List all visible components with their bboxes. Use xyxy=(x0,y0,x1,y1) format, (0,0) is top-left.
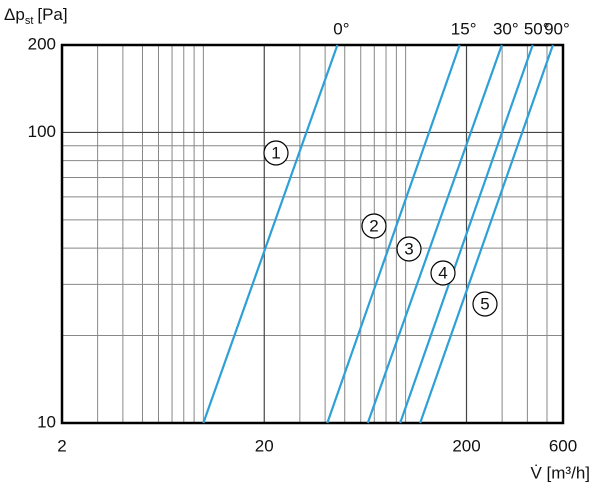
series-label: 3 xyxy=(404,239,413,258)
x-tick-label: 600 xyxy=(549,436,577,455)
series-name: 0° xyxy=(333,19,349,38)
series-line xyxy=(366,44,503,424)
series-label: 4 xyxy=(438,263,447,282)
series-marker-circle xyxy=(430,260,456,286)
x-tick-label: 2 xyxy=(57,436,66,455)
series-line xyxy=(326,44,461,424)
series-marker-circle xyxy=(361,213,387,239)
y-tick-label: 10 xyxy=(37,412,56,431)
y-axis-label: Δpst [Pa] xyxy=(4,5,68,26)
x-tick-label: 200 xyxy=(452,436,480,455)
series-name: 15° xyxy=(451,19,477,38)
x-tick-label: 20 xyxy=(255,436,274,455)
series-line xyxy=(419,44,554,424)
series-marker-circle xyxy=(472,291,498,317)
x-axis-label: V̇ [m³/h] xyxy=(530,463,590,482)
plot-frame xyxy=(60,43,565,425)
y-tick-label: 200 xyxy=(28,34,56,53)
series-line xyxy=(202,44,339,424)
series-label: 1 xyxy=(271,143,280,162)
series-marker-circle xyxy=(263,140,289,166)
series-label: 5 xyxy=(480,294,489,313)
series-name: 90° xyxy=(544,19,570,38)
y-tick-label: 100 xyxy=(28,122,56,141)
series-marker-circle xyxy=(396,236,422,262)
series-label: 2 xyxy=(369,216,378,235)
series-name: 30° xyxy=(493,19,519,38)
series-line xyxy=(399,44,534,424)
series-name: 50° xyxy=(524,19,550,38)
